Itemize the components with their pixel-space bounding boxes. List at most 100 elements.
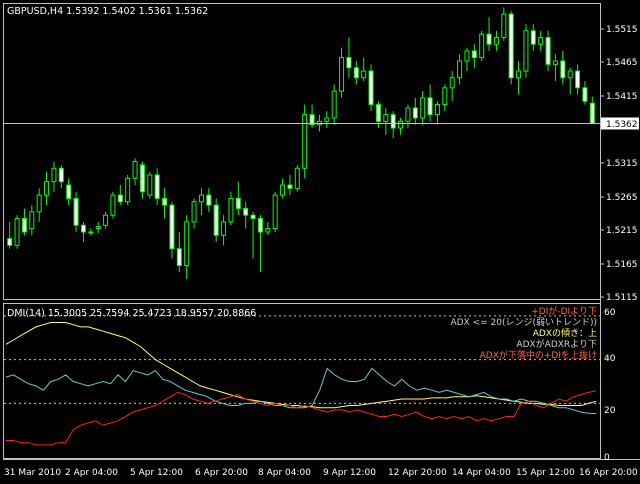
candle-body: [324, 117, 330, 122]
minus-di-line: [6, 390, 597, 446]
candle-body: [361, 70, 367, 79]
time-tick-label: 14 Apr 04:00: [452, 468, 511, 478]
current-price-label: 1.5362: [606, 120, 638, 130]
current-price-box: [601, 117, 639, 130]
candle-body: [442, 87, 448, 106]
price-tick-label: 1.5215: [606, 226, 638, 236]
dmi-lines: [5, 322, 597, 446]
chart-header: GBPUSD,H4 1.5392 1.5402 1.5361 1.5362: [7, 6, 208, 17]
candle-body: [58, 167, 64, 183]
indicator-grid: [4, 315, 600, 404]
candle-body: [73, 197, 79, 226]
candle-body: [486, 33, 492, 45]
price-tick-label: 1.5265: [606, 193, 638, 203]
candle-body: [36, 194, 42, 213]
candle-body: [309, 114, 315, 126]
candle-body: [66, 184, 72, 199]
plus-di-line: [5, 367, 597, 415]
price-tick-label: 1.5165: [606, 260, 638, 270]
time-tick-label: 12 Apr 20:00: [388, 468, 447, 478]
candlestick-series: [7, 7, 595, 279]
candle-body: [390, 114, 396, 129]
time-tick-label: 15 Apr 12:00: [516, 468, 575, 478]
candle-body: [560, 60, 566, 79]
candle-body: [375, 104, 381, 122]
candle-body: [501, 13, 507, 39]
time-tick-label: 16 Apr 20:00: [579, 468, 638, 478]
candle-body: [339, 57, 345, 92]
alert-adx-below-adxr: ADXがADXRより下: [516, 338, 597, 350]
candle-body: [449, 77, 455, 89]
candle-body: [184, 221, 190, 266]
time-axis: 31 Mar 2010 2 Apr 04:00 5 Apr 12:00 6 Ap…: [4, 468, 638, 478]
indicator-tick-label: 40: [604, 354, 616, 364]
candle-body: [80, 224, 86, 233]
candle-body: [287, 184, 293, 189]
candle-body: [353, 67, 359, 79]
candle-body: [589, 102, 595, 124]
candle-body: [464, 50, 470, 62]
candle-body: [44, 181, 50, 196]
candle-body: [346, 57, 352, 69]
candle-body: [221, 221, 227, 236]
candle-body: [434, 104, 440, 116]
candle-body: [272, 194, 278, 230]
time-tick-label: 31 Mar 2010: [4, 468, 61, 478]
indicator-axis: 60 40 20 0: [604, 308, 616, 463]
candle-body: [538, 37, 544, 45]
candle-body: [147, 174, 153, 196]
alert-adx-range: ADX <= 20(レンジ(弱いトレンド)): [450, 317, 597, 328]
alert-adx-cross: ADXが下落中の+DIを上抜け: [480, 349, 597, 361]
candle-body: [110, 194, 116, 216]
candle-body: [575, 70, 581, 89]
candle-body: [29, 211, 35, 230]
candle-body: [412, 107, 418, 119]
candle-body: [103, 214, 109, 226]
indicator-tick-label: 0: [604, 453, 610, 463]
candle-body: [139, 164, 145, 193]
candle-body: [420, 97, 426, 119]
candle-body: [162, 197, 168, 206]
candle-body: [398, 120, 404, 129]
candle-body: [280, 184, 286, 196]
candle-body: [117, 194, 123, 203]
time-tick-label: 8 Apr 04:00: [258, 468, 311, 478]
candle-body: [21, 218, 27, 233]
adx-line: [5, 322, 597, 409]
candle-body: [7, 238, 13, 246]
candle-body: [257, 218, 263, 233]
candle-body: [471, 50, 477, 59]
price-tick-label: 1.5465: [606, 58, 638, 68]
time-tick-label: 6 Apr 20:00: [195, 468, 248, 478]
time-tick-label: 9 Apr 12:00: [323, 468, 376, 478]
candle-body: [582, 87, 588, 102]
alert-adx-slope: ADXの傾き：上: [533, 327, 597, 339]
price-tick-label: 1.5415: [606, 92, 638, 102]
candle-body: [545, 37, 551, 65]
candle-body: [479, 33, 485, 59]
price-tick-label: 1.5515: [606, 25, 638, 35]
candle-body: [508, 13, 514, 79]
price-tick-label: 1.5115: [606, 293, 638, 303]
candle-body: [294, 167, 300, 189]
candle-body: [368, 70, 374, 106]
candle-body: [235, 197, 241, 209]
candle-body: [457, 60, 463, 79]
candle-body: [88, 231, 94, 234]
candle-body: [243, 207, 249, 216]
candle-body: [213, 204, 219, 236]
indicator-tick-label: 20: [604, 406, 616, 416]
candle-body: [302, 114, 308, 169]
candle-body: [523, 30, 529, 72]
candle-body: [169, 204, 175, 250]
candle-body: [198, 194, 204, 203]
candle-body: [206, 194, 212, 206]
candle-body: [176, 248, 182, 266]
candle-body: [405, 107, 411, 122]
alert-plus-di-below: +DIが-DIより下: [531, 305, 597, 317]
candle-body: [427, 97, 433, 116]
candle-body: [552, 60, 558, 65]
price-axis: 1.5515 1.5465 1.5415 1.5315 1.5265 1.521…: [601, 25, 638, 303]
